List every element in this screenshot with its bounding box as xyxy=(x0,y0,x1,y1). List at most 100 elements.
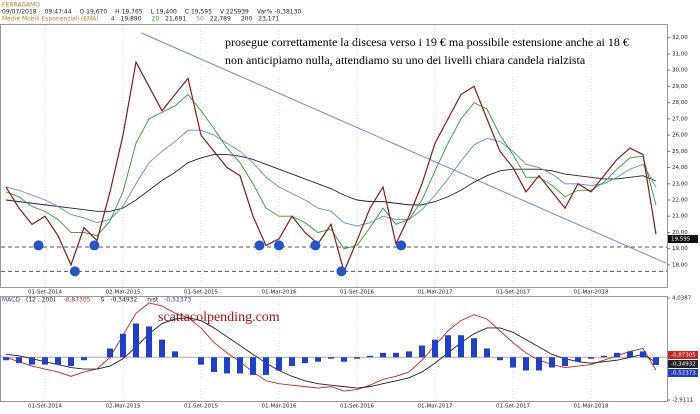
series-line xyxy=(5,154,657,212)
x-tick-label: 02-Mar-2015 xyxy=(106,290,141,296)
hist-bar xyxy=(315,357,321,362)
y-tick-label: -2,9111 xyxy=(672,398,693,404)
info-item: C 19,595 xyxy=(185,9,212,16)
value-box-label: -0,87305 xyxy=(671,353,696,359)
x-tick-label: 01-Mar-2016 xyxy=(262,404,297,410)
hist-bar xyxy=(523,357,529,371)
legend-name: 20 xyxy=(152,16,160,23)
support-marker xyxy=(33,240,44,251)
y-tick-label: 24,00 xyxy=(672,165,688,171)
hist-bar xyxy=(3,357,9,361)
legend-title: Medie Mobili Esponenziali (EMA) xyxy=(2,16,99,23)
hist-bar xyxy=(120,333,126,358)
x-tick-label: 01-Mar-2017 xyxy=(418,404,453,410)
info-item: 09/07/2018 xyxy=(2,9,37,16)
macd-legend-value: -0,87305 xyxy=(64,297,91,304)
hist-bar xyxy=(549,357,555,368)
hist-bar xyxy=(146,326,152,358)
hist-bar xyxy=(588,357,594,359)
hist-bar xyxy=(276,357,282,371)
hist-bar xyxy=(211,357,217,372)
y-tick-label: 21,00 xyxy=(672,214,688,220)
hist-bar xyxy=(354,357,360,359)
info-item: 09:47:44 xyxy=(45,9,72,16)
legend-name: 200 xyxy=(241,16,253,23)
hist-bar xyxy=(172,351,178,358)
info-item: V 225939 xyxy=(220,9,249,16)
hist-bar xyxy=(198,357,204,365)
hist-bar xyxy=(68,357,74,367)
trendline xyxy=(140,32,667,264)
hist-bar xyxy=(406,351,412,358)
support-marker xyxy=(274,240,284,251)
info-item: Var% -0,38130 xyxy=(257,9,302,16)
hist-bar xyxy=(575,357,581,362)
series-line xyxy=(5,129,657,227)
hist-bar xyxy=(614,352,620,358)
macd-legend-value: -0,52373 xyxy=(164,297,191,304)
hist-bar xyxy=(380,352,386,358)
hist-bar xyxy=(367,355,373,358)
x-tick-label: 01-Set-2014 xyxy=(28,404,62,410)
hist-bar xyxy=(484,348,490,358)
y-tick-label: 27,00 xyxy=(672,116,688,122)
series-line xyxy=(5,60,657,274)
x-tick-label: 01-Set-2017 xyxy=(496,404,530,410)
x-tick-label: 02-Mar-2015 xyxy=(106,404,141,410)
hist-bar xyxy=(328,357,334,359)
y-tick-label: 22,00 xyxy=(672,198,688,204)
price-panel xyxy=(0,24,668,288)
chart-title: FERRAGAMO xyxy=(2,2,40,9)
value-box-label: -0,34932 xyxy=(671,362,696,368)
hist-bar xyxy=(471,338,477,358)
hist-bar xyxy=(536,357,542,371)
support-marker xyxy=(254,240,265,251)
hist-bar xyxy=(16,357,22,364)
hist-bar xyxy=(445,335,451,358)
hist-bar xyxy=(302,357,308,364)
macd-legend-name: S xyxy=(100,297,104,304)
hist-bar xyxy=(640,351,646,358)
last-price-box xyxy=(668,235,698,244)
hist-bar xyxy=(250,357,256,375)
x-tick-label: 01-Set-2015 xyxy=(184,404,218,410)
y-tick-label: 29,00 xyxy=(672,84,688,90)
legend-name: 50 xyxy=(196,16,204,23)
hist-bar xyxy=(107,348,113,358)
hist-bar xyxy=(653,357,659,365)
legend-value: 19,890 xyxy=(121,16,142,23)
macd-title: MACD xyxy=(2,297,20,304)
info-item: L 19,400 xyxy=(151,9,177,16)
y-tick-label: 30,00 xyxy=(672,68,688,74)
x-tick-label: 01-Mar-2016 xyxy=(262,290,297,296)
series-line xyxy=(5,93,657,250)
macd-legend-name: hist xyxy=(147,297,159,304)
x-tick-label: 01-Set-2017 xyxy=(496,290,530,296)
hist-bar xyxy=(133,323,139,358)
value-box xyxy=(668,360,698,368)
x-tick-label: 01-Set-2016 xyxy=(340,404,374,410)
hist-bar xyxy=(263,357,269,375)
y-tick-label: 19,00 xyxy=(672,246,688,252)
hist-bar xyxy=(224,357,230,374)
y-tick-label: 25,00 xyxy=(672,149,688,155)
y-tick-label: 18,00 xyxy=(672,262,688,268)
support-marker xyxy=(310,240,321,251)
hist-bar xyxy=(29,357,35,365)
x-tick-label: 01-Mar-2018 xyxy=(574,404,609,410)
legend-value: 21,691 xyxy=(165,16,186,23)
y-tick-label: 28,00 xyxy=(672,100,688,106)
macd-legend-value: -0,34932 xyxy=(110,297,137,304)
support-marker xyxy=(89,240,100,251)
support-marker xyxy=(69,266,80,277)
macd-line xyxy=(5,302,657,392)
x-tick-label: 01-Set-2016 xyxy=(340,290,374,296)
hist-bar xyxy=(627,351,633,358)
legend-value: 22,789 xyxy=(210,16,231,23)
hist-bar xyxy=(419,345,425,358)
hist-bar xyxy=(562,357,568,367)
watermark: scattacolpending.com xyxy=(158,310,280,325)
macd-line xyxy=(5,317,657,389)
info-item: H 19,765 xyxy=(115,9,143,16)
